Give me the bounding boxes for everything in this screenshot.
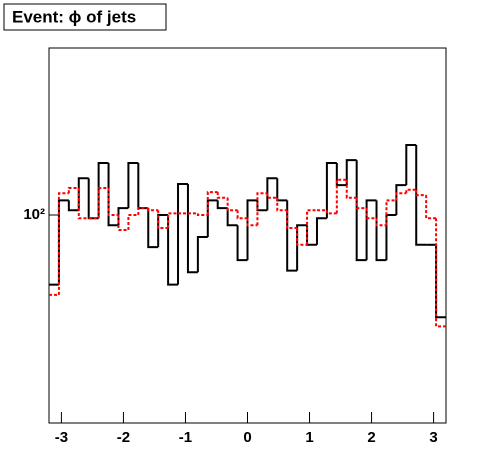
histogram-bin [77,187,89,220]
histogram-bin [306,209,317,245]
histogram-bin [345,159,357,186]
histogram-bin [216,192,228,199]
histogram-bin [395,192,407,201]
histogram-bin [157,213,169,248]
histogram-bin [117,207,129,226]
histogram-bin [395,184,407,215]
histogram-bin [385,199,397,226]
histogram-bin [206,199,218,238]
histogram-bin [127,213,139,230]
histogram-bin [157,210,169,230]
histogram-bin [246,218,258,227]
histogram-bin [216,200,228,210]
histogram-bin [97,186,109,219]
histogram-bin [415,145,427,246]
histogram-bin [137,207,149,215]
histogram-bin [196,236,208,273]
histogram-bin [236,210,248,220]
histogram-bin [167,212,179,229]
x-tick-label: -3 [55,429,68,446]
y-tick-label: 10² [23,206,45,223]
histogram-bin [325,162,337,219]
histogram-bin [256,192,268,226]
histogram-bin [107,187,119,216]
histogram-bin [226,208,238,227]
histogram-bin [117,214,129,231]
histogram-bin [206,191,218,215]
histogram-bin [57,192,69,295]
x-tick-label: 2 [367,429,375,446]
histogram-bin [315,217,327,245]
histogram-bin [425,195,437,220]
histogram-bin [57,199,69,285]
histogram-bin [147,208,159,212]
histogram-bin [405,188,417,194]
histogram-bin [345,179,357,199]
title-box [3,3,167,31]
histogram-bin [296,224,308,271]
histogram-bin [107,163,119,227]
histogram-bin [67,200,79,212]
x-tick-label: 1 [305,429,313,446]
histogram-bin [196,213,208,216]
chart-title: Event: ϕ of jets [12,7,136,26]
histogram-bin [355,197,367,210]
histogram-bin [236,225,248,262]
x-tick-label: -2 [117,429,130,446]
histogram-bin [405,144,417,186]
histogram-bin [375,218,387,227]
histogram-bin [147,208,159,249]
histogram-bin [177,183,188,285]
histogram-bin [325,210,337,215]
histogram-bin [415,189,427,197]
histogram-bin [266,193,278,199]
histogram-bin [226,197,238,212]
histogram-bin [246,199,258,261]
histogram-bin [365,208,377,220]
histogram-bin [355,160,367,262]
histogram-bin [335,163,347,187]
histogram-bin [97,162,109,219]
histogram-bin [127,162,139,209]
histogram-bin [335,178,347,214]
histogram-bin [286,210,298,230]
x-tick-label: -1 [179,429,192,446]
histogram-bin [435,218,446,328]
x-tick-label: 3 [429,429,437,446]
histogram-bin [286,200,298,272]
histogram-bin [365,199,377,261]
histogram-bin [266,177,278,211]
histogram-bin [67,186,79,194]
histogram-bin [296,228,308,246]
histogram-bin [167,214,179,286]
x-tick-label: 0 [243,429,251,446]
histogram-bin [276,197,288,212]
